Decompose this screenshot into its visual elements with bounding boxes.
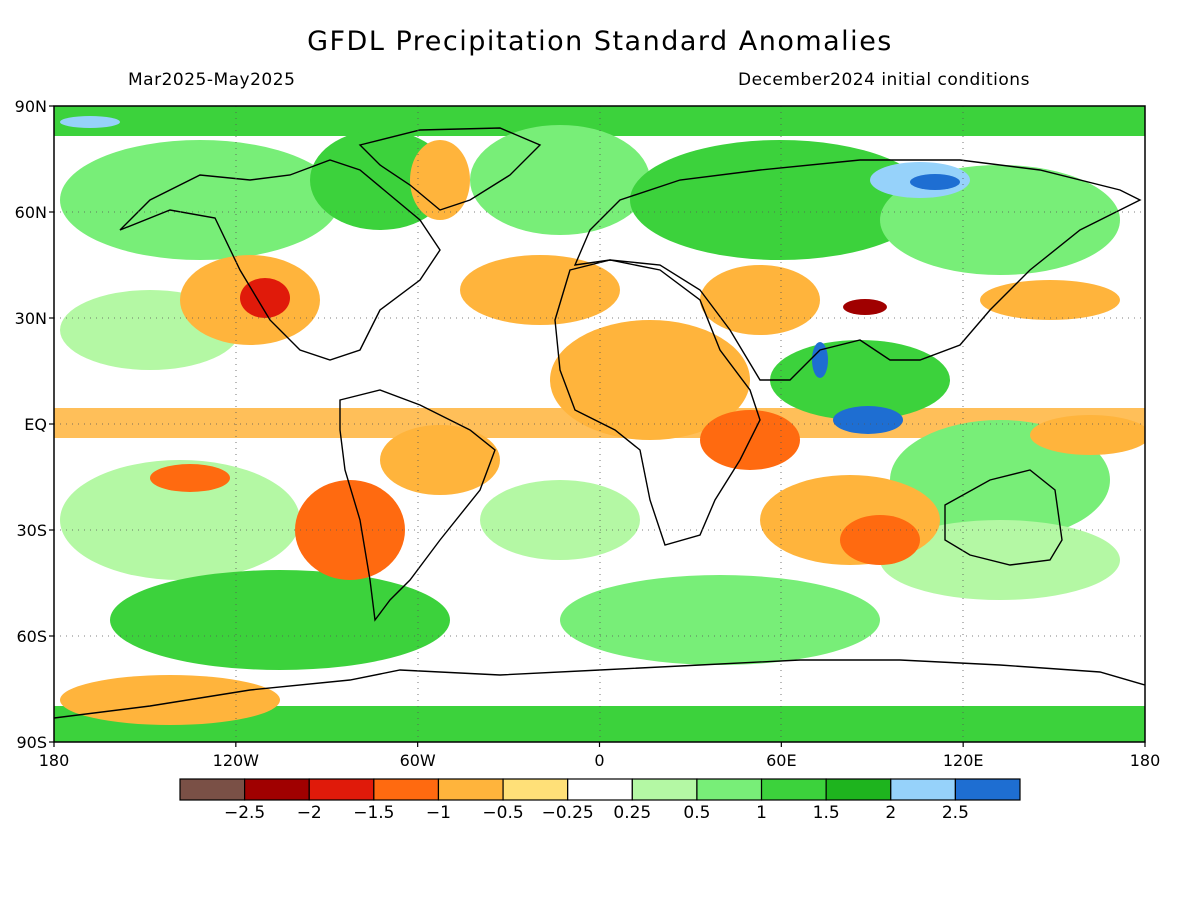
north-west-pacific-dry xyxy=(980,280,1120,320)
siberia-wet xyxy=(630,140,930,260)
lat-tick-label: EQ xyxy=(24,415,47,434)
colorbar-swatch xyxy=(308,778,375,801)
colorbar-swatch xyxy=(954,778,1021,801)
southern-ocean-wet-east xyxy=(560,575,880,665)
lat-tick-label: 60N xyxy=(15,203,47,222)
lat-tick-label: 30N xyxy=(15,309,47,328)
lon-tick-label: 180 xyxy=(1130,751,1161,770)
lon-tick-label: 180 xyxy=(39,751,70,770)
south-america-dry xyxy=(295,480,405,580)
greenland-dry xyxy=(410,140,470,220)
arctic-very-wet xyxy=(60,116,120,128)
tibet-dry-core xyxy=(843,299,887,315)
colorbar-swatch xyxy=(502,778,569,801)
lon-tick-label: 60E xyxy=(766,751,796,770)
canada-wet xyxy=(310,130,450,230)
colorbar-label: 2.5 xyxy=(942,803,969,823)
lon-tick-label: 0 xyxy=(594,751,604,770)
colorbar-label: −1 xyxy=(426,803,451,823)
map-title: GFDL Precipitation Standard Anomalies xyxy=(307,26,893,57)
colorbar-swatch xyxy=(567,778,633,801)
colorbar-label: 0.5 xyxy=(683,803,710,823)
north-atlantic-wet xyxy=(470,125,650,235)
greenland-coastline xyxy=(358,127,542,211)
lat-tick-label: 60S xyxy=(16,627,47,646)
subtropical-atlantic-dry xyxy=(460,255,620,325)
south-pacific-wet xyxy=(60,460,300,580)
australia-coastline xyxy=(944,469,1063,566)
colorbar-label: 1 xyxy=(756,803,767,823)
colorbar-swatch xyxy=(890,778,956,801)
ross-sea-dry xyxy=(60,675,280,725)
lon-tick-label: 120W xyxy=(213,751,260,770)
latitude-axis: 90N 60N 30N EQ 30S 60S 90S xyxy=(15,97,54,752)
colorbar-swatch xyxy=(437,778,504,801)
colorbar-label: 1.5 xyxy=(813,803,840,823)
forecast-period: Mar2025-May2025 xyxy=(128,70,296,90)
southern-ocean-wet-west xyxy=(110,570,450,670)
arabian-sea-very-wet xyxy=(812,342,828,378)
sahara-dry xyxy=(550,320,750,440)
eastern-indian-ocean-very-wet xyxy=(833,406,903,434)
lon-tick-label: 60W xyxy=(400,751,436,770)
colorbar-label: 0.25 xyxy=(613,803,651,823)
colorbar-label: −2 xyxy=(297,803,322,823)
lat-tick-label: 30S xyxy=(16,521,47,540)
south-america-coastline xyxy=(339,389,496,622)
colorbar-swatch xyxy=(825,778,892,801)
south-indian-ocean-core-dry xyxy=(840,515,920,565)
north-america-coastline xyxy=(119,159,441,361)
western-us-core-dry xyxy=(240,278,290,318)
colorbar-label: −0.5 xyxy=(482,803,523,823)
lat-tick-label: 90N xyxy=(15,97,47,116)
colorbar-swatch xyxy=(696,778,763,801)
initial-conditions-note: December2024 initial conditions xyxy=(738,70,1030,90)
colorbar: −2.5 −2 −1.5 −1 −0.5 −0.25 0.25 0.5 1 1.5 2 2.5 xyxy=(179,778,1021,823)
lon-tick-label: 120E xyxy=(943,751,984,770)
eurasia-coastline xyxy=(573,159,1142,381)
colorbar-swatch xyxy=(373,778,440,801)
tasman-wet xyxy=(880,520,1120,600)
date-line-dry xyxy=(1030,415,1145,455)
africa-coastline xyxy=(554,259,761,546)
middle-east-dry xyxy=(700,265,820,335)
colorbar-swatch xyxy=(760,778,827,801)
brazil-dry xyxy=(380,425,500,495)
colorbar-label: −2.5 xyxy=(224,803,265,823)
colorbar-swatch xyxy=(244,778,310,801)
colorbar-label: 2 xyxy=(885,803,896,823)
north-pacific-wet xyxy=(60,140,340,260)
colorbar-label: −1.5 xyxy=(353,803,394,823)
central-pacific-dry xyxy=(150,464,230,492)
colorbar-swatch xyxy=(179,778,246,801)
colorbar-swatch xyxy=(631,778,698,801)
central-siberia-core xyxy=(910,174,960,190)
south-atlantic-wet xyxy=(480,480,640,560)
graticule xyxy=(54,106,1145,742)
longitude-axis: 180 120W 60W 0 60E 120E 180 xyxy=(39,742,1161,770)
anomaly-field xyxy=(54,106,1145,742)
lat-tick-label: 90S xyxy=(16,733,47,752)
colorbar-label: −0.25 xyxy=(542,803,594,823)
